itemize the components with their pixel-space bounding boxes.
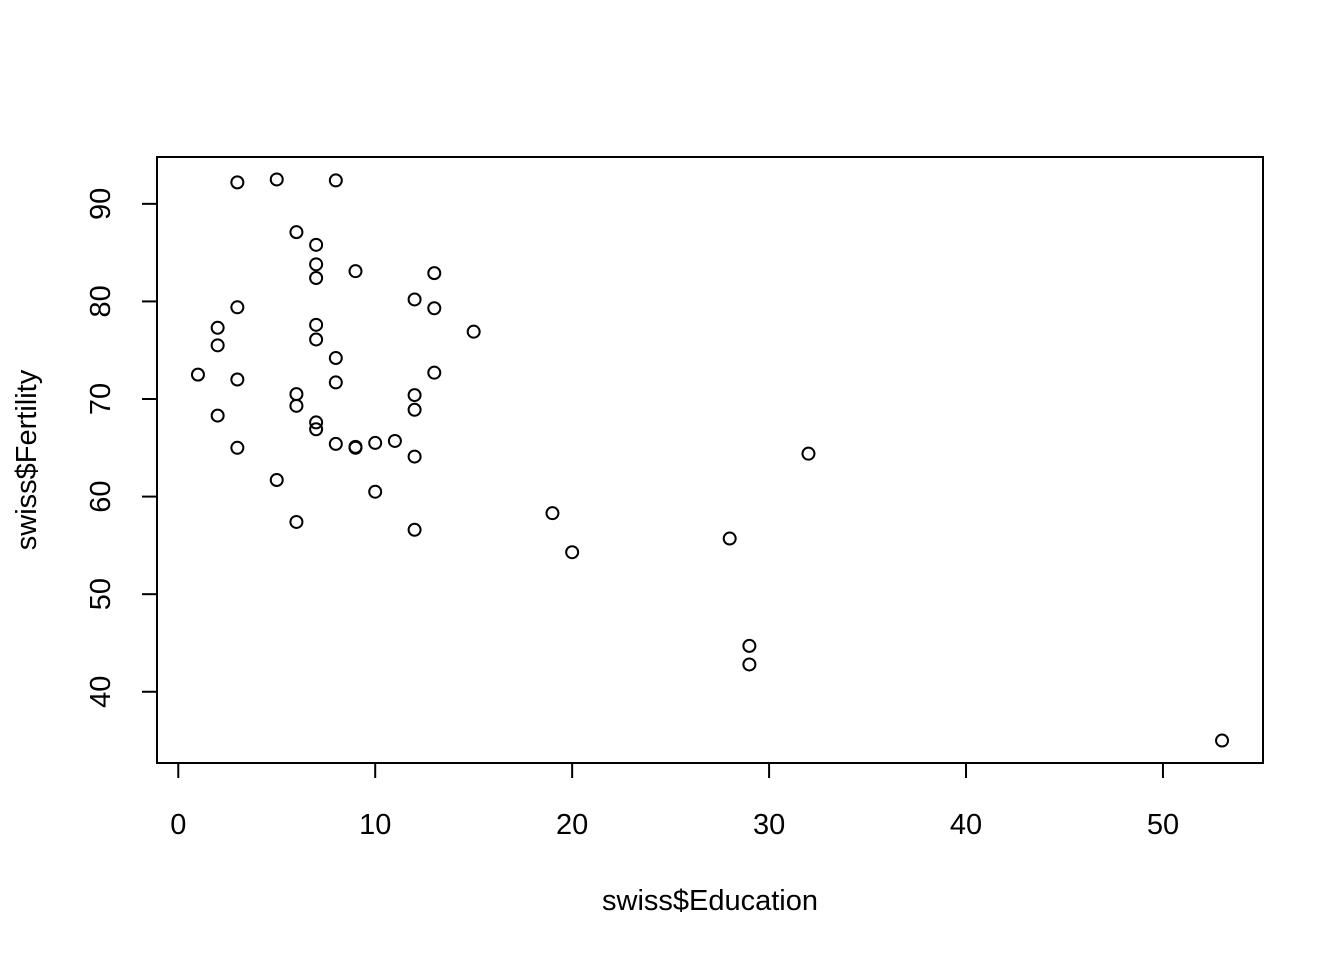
point	[190, 367, 205, 382]
y-tick-label: 70	[85, 383, 117, 415]
x-axis-title: swiss$Education	[602, 885, 818, 917]
point	[348, 264, 363, 279]
point	[368, 435, 383, 450]
point	[722, 531, 737, 546]
x-tick-label: 40	[950, 809, 982, 841]
point	[210, 320, 225, 335]
point	[230, 440, 245, 455]
point	[407, 388, 422, 403]
point	[407, 449, 422, 464]
y-axis-title: swiss$Fertility	[11, 369, 43, 550]
point	[210, 338, 225, 353]
point	[427, 266, 442, 281]
point	[328, 173, 343, 188]
point	[309, 422, 324, 437]
y-tick-label: 90	[85, 188, 117, 220]
y-tick-label: 80	[85, 285, 117, 317]
point	[309, 237, 324, 252]
point	[309, 317, 324, 332]
point	[309, 271, 324, 286]
point	[309, 415, 324, 430]
point	[545, 506, 560, 521]
point	[427, 365, 442, 380]
point	[407, 522, 422, 537]
x-tick-label: 0	[170, 809, 186, 841]
point	[210, 408, 225, 423]
point	[742, 638, 757, 653]
x-tick-label: 20	[556, 809, 588, 841]
point	[289, 514, 304, 529]
point	[289, 225, 304, 240]
point	[565, 545, 580, 560]
point	[348, 440, 363, 455]
point	[230, 175, 245, 190]
point	[801, 446, 816, 461]
point	[407, 402, 422, 417]
point	[742, 657, 757, 672]
point	[387, 433, 402, 448]
x-tick-label: 30	[753, 809, 785, 841]
point	[309, 332, 324, 347]
point	[269, 172, 284, 187]
point	[328, 351, 343, 366]
plot-frame	[156, 156, 1264, 764]
point	[407, 292, 422, 307]
point	[309, 257, 324, 272]
point	[368, 484, 383, 499]
point	[466, 324, 481, 339]
point	[269, 473, 284, 488]
point	[289, 398, 304, 413]
y-tick-label: 40	[85, 676, 117, 708]
x-tick-label: 50	[1147, 809, 1179, 841]
point	[230, 300, 245, 315]
y-tick-label: 60	[85, 480, 117, 512]
point	[328, 375, 343, 390]
point	[289, 387, 304, 402]
point	[230, 372, 245, 387]
y-tick-label: 50	[85, 578, 117, 610]
point	[328, 436, 343, 451]
x-tick-label: 10	[359, 809, 391, 841]
point	[427, 301, 442, 316]
point	[1215, 733, 1230, 748]
